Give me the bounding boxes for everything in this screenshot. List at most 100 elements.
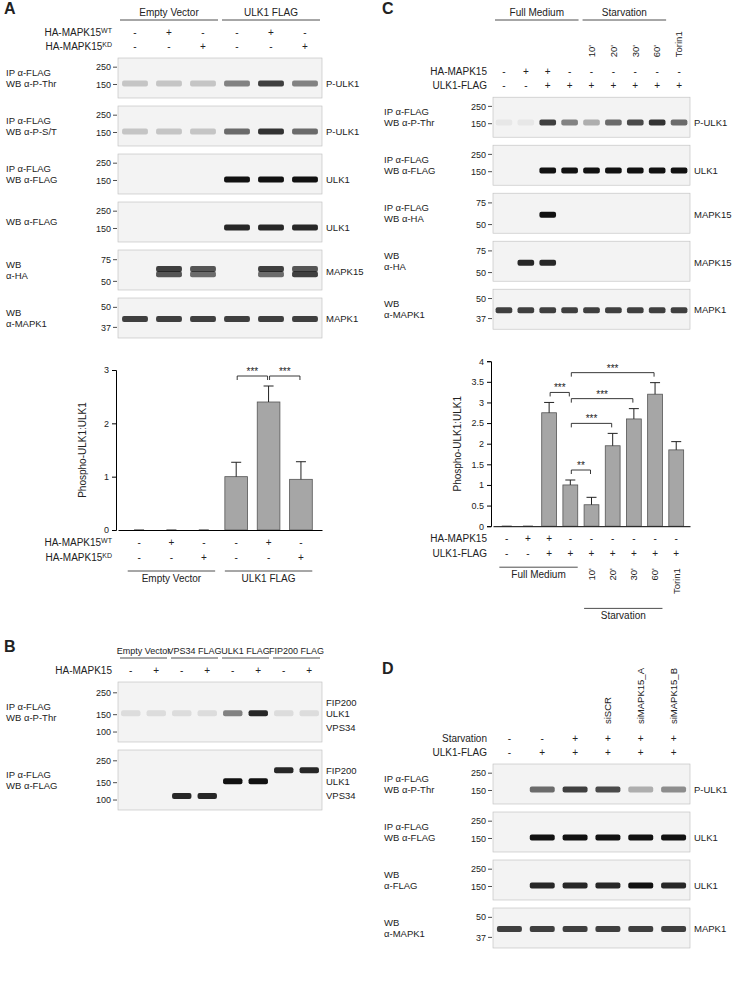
marker-label: 150 bbox=[471, 119, 486, 129]
bar bbox=[563, 485, 578, 526]
condition-sign: + bbox=[298, 552, 304, 563]
band bbox=[121, 767, 140, 773]
y-tick-mark bbox=[487, 361, 491, 362]
band bbox=[518, 260, 535, 266]
panel: BEmpty VectorVPS34 FLAGULK1 FLAGFIP200 F… bbox=[4, 638, 357, 810]
band bbox=[198, 793, 217, 799]
marker-label: 250 bbox=[96, 688, 111, 698]
band bbox=[563, 834, 588, 840]
x-tick-label: 20' bbox=[607, 568, 618, 581]
error-bar-cap bbox=[523, 526, 533, 527]
band bbox=[530, 882, 555, 888]
blot-label: WB α-P-Thr bbox=[6, 712, 56, 723]
blot: 250150IP α-FLAGWB α-P-ThrP-ULK1 bbox=[384, 764, 727, 804]
blot-label: α-MAPK1 bbox=[384, 309, 425, 320]
blot: 7550WBα-HAMAPK15 bbox=[6, 250, 364, 290]
condition-sign: + bbox=[589, 80, 595, 91]
band bbox=[496, 260, 513, 266]
bar bbox=[605, 446, 620, 526]
band bbox=[224, 271, 250, 277]
condition-sign: - bbox=[167, 41, 170, 52]
blot-strip bbox=[118, 154, 322, 194]
marker-label: 50 bbox=[476, 912, 486, 922]
condition-sign: + bbox=[673, 548, 679, 559]
blot: 250150IP α-FLAGWB α-P-ThrP-ULK1 bbox=[6, 58, 359, 98]
figure-container: AEmpty VectorULK1 FLAGHA-MAPK15WT-+--+-H… bbox=[0, 0, 745, 981]
marker-tick bbox=[488, 869, 492, 870]
bar bbox=[584, 505, 599, 526]
marker-label: 150 bbox=[471, 834, 486, 844]
condition-sign: - bbox=[235, 41, 238, 52]
band bbox=[121, 778, 140, 784]
error-bar-stem bbox=[268, 386, 269, 402]
blot-label: α-HA bbox=[6, 270, 29, 281]
marker-tick bbox=[488, 106, 492, 107]
y-tick: 4 bbox=[479, 357, 491, 367]
condition-sign: - bbox=[502, 66, 505, 77]
band bbox=[497, 834, 522, 840]
lane-label: 30' bbox=[630, 45, 641, 58]
band bbox=[497, 926, 522, 932]
band bbox=[561, 120, 578, 126]
band bbox=[496, 212, 513, 218]
error-bar bbox=[166, 530, 176, 531]
band-label: P-ULK1 bbox=[326, 78, 359, 89]
band bbox=[605, 212, 622, 218]
marker-label: 37 bbox=[476, 314, 486, 324]
band bbox=[661, 786, 686, 792]
y-tick-label: 2 bbox=[479, 439, 484, 449]
condition-sign: - bbox=[569, 533, 572, 544]
blot-label: IP α-FLAG bbox=[384, 202, 429, 213]
error-bar-cap bbox=[231, 462, 241, 463]
blot-strip bbox=[493, 812, 690, 852]
panel-letter: A bbox=[4, 0, 16, 17]
axis-line bbox=[119, 530, 323, 531]
band bbox=[561, 212, 578, 218]
group-label: Empty Vector bbox=[139, 7, 199, 18]
lane-label: 20' bbox=[608, 45, 619, 58]
condition-sign: + bbox=[153, 665, 159, 676]
band bbox=[249, 710, 268, 716]
condition-sign: - bbox=[524, 80, 527, 91]
condition-sign: - bbox=[299, 537, 302, 548]
panel: AEmpty VectorULK1 FLAGHA-MAPK15WT-+--+-H… bbox=[4, 0, 364, 338]
y-tick-mark bbox=[112, 530, 116, 531]
y-tick-mark bbox=[112, 423, 116, 424]
band bbox=[292, 80, 318, 86]
panel: DsiSCRsiMAPK15_AsiMAPK15_BStarvation--++… bbox=[382, 660, 727, 948]
condition-sign: + bbox=[671, 747, 677, 758]
y-tick: 0 bbox=[479, 522, 491, 532]
marker-label: 150 bbox=[96, 128, 111, 138]
error-bar-stem bbox=[676, 442, 677, 450]
blot: 7550IP α-FLAGWB α-HAMAPK15 bbox=[384, 193, 732, 233]
band bbox=[539, 168, 556, 174]
x-axis bbox=[119, 530, 323, 532]
group-line bbox=[273, 658, 320, 659]
band bbox=[671, 120, 688, 126]
condition-sign: + bbox=[166, 27, 172, 38]
condition-sign: + bbox=[610, 548, 616, 559]
y-tick-mark bbox=[487, 506, 491, 507]
error-bar-stem bbox=[300, 462, 301, 480]
condition-sign: - bbox=[303, 27, 306, 38]
band bbox=[258, 224, 284, 230]
marker-tick bbox=[113, 692, 117, 693]
error-bar bbox=[587, 497, 597, 504]
band bbox=[274, 778, 293, 784]
band bbox=[671, 212, 688, 218]
band bbox=[583, 260, 600, 266]
marker-label: 150 bbox=[96, 224, 111, 234]
error-bar bbox=[650, 383, 660, 395]
band bbox=[497, 786, 522, 792]
band bbox=[224, 316, 250, 322]
band bbox=[300, 767, 319, 773]
group-line bbox=[120, 658, 167, 659]
band bbox=[223, 767, 242, 773]
band-label: MAPK15 bbox=[694, 257, 732, 268]
y-tick-mark bbox=[487, 402, 491, 403]
condition-sign: - bbox=[590, 533, 593, 544]
figure: AEmpty VectorULK1 FLAGHA-MAPK15WT-+--+-H… bbox=[0, 0, 745, 981]
blot: 5037WBα-MAPK1MAPK1 bbox=[384, 289, 726, 329]
y-tick: 1 bbox=[479, 480, 491, 490]
marker-label: 150 bbox=[96, 778, 111, 788]
